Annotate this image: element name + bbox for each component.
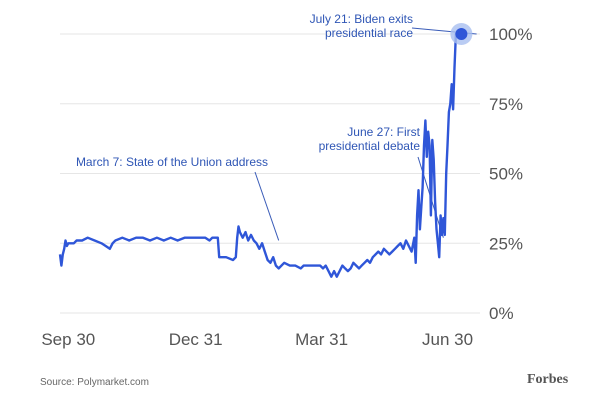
x-axis-ticks: Sep 30 Dec 31 Mar 31 Jun 30 xyxy=(41,330,473,349)
gridlines xyxy=(60,33,480,314)
annotations: March 7: State of the Union address June … xyxy=(76,12,477,241)
annotation-debate: presidential debate xyxy=(319,139,421,153)
series-layer xyxy=(58,23,473,278)
annotation-exit: July 21: Biden exits xyxy=(310,12,413,26)
y-tick-label: 100% xyxy=(489,25,532,44)
y-tick-label: 0% xyxy=(489,304,514,323)
x-tick-label: Sep 30 xyxy=(41,330,95,349)
forbes-logo: Forbes xyxy=(527,372,569,387)
x-tick-label: Dec 31 xyxy=(169,330,223,349)
y-tick-label: 50% xyxy=(489,165,523,184)
series-line xyxy=(58,32,462,278)
annotation-exit: presidential race xyxy=(325,26,413,40)
annotation-sotu: March 7: State of the Union address xyxy=(76,155,268,169)
x-tick-label: Mar 31 xyxy=(295,330,348,349)
y-axis-ticks: 0% 25% 50% 75% 100% xyxy=(489,25,532,323)
source-note: Source: Polymarket.com xyxy=(40,377,149,388)
y-tick-label: 25% xyxy=(489,234,523,253)
annotation-leader-sotu xyxy=(254,171,280,241)
endpoint-marker xyxy=(455,28,468,40)
annotation-debate: June 27: First xyxy=(347,125,420,139)
y-tick-label: 75% xyxy=(489,95,523,114)
x-tick-label: Jun 30 xyxy=(422,330,473,349)
